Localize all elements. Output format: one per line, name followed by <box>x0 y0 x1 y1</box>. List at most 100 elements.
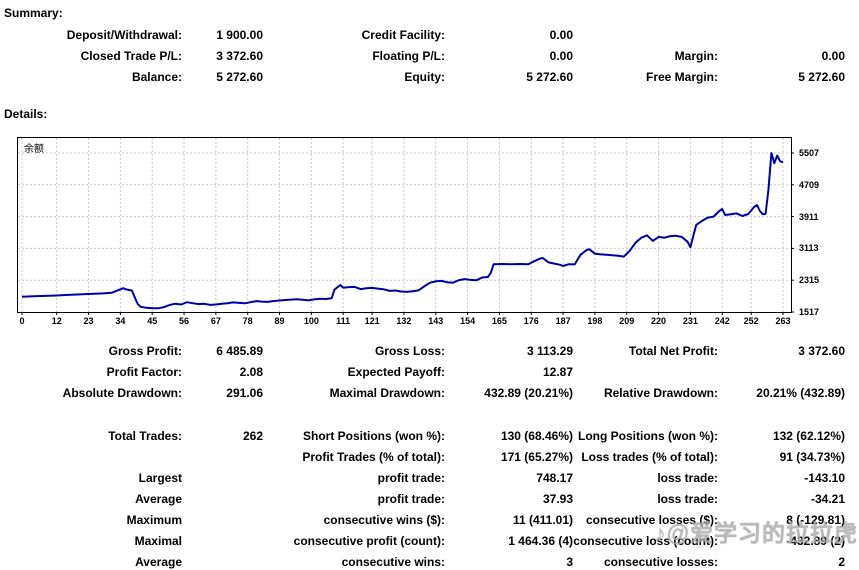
y-tick-label: 3113 <box>799 243 819 254</box>
stat-value: 748.17 <box>536 471 573 485</box>
stat-value: -34.21 <box>810 492 845 506</box>
stat-label: Average <box>135 555 182 569</box>
stat-value <box>182 489 263 510</box>
x-tick-label: 143 <box>428 316 444 326</box>
stat-value: 5 272.60 <box>216 70 263 84</box>
x-tick-label: 242 <box>714 316 730 326</box>
stat-value: 132 (62.12%) <box>772 429 845 443</box>
x-tick-label: 89 <box>274 316 285 326</box>
stat-label: Closed Trade P/L: <box>80 49 182 63</box>
stat-value: 5 272.60 <box>526 70 573 84</box>
stat-label: consecutive wins ($): <box>323 513 445 527</box>
y-tick-label: 3911 <box>799 211 819 222</box>
stat-label: Maximal <box>134 534 182 548</box>
x-tick-label: 121 <box>364 316 380 326</box>
stat-value: 2.08 <box>239 365 263 379</box>
stat-value: 432.89 (20.21%) <box>484 386 573 400</box>
chart-series-label: 余额 <box>24 144 44 155</box>
stat-label: Equity: <box>404 70 445 84</box>
stat-label: loss trade: <box>657 471 718 485</box>
stat-label: consecutive losses ($): <box>585 513 718 527</box>
stat-label: Maximum <box>126 513 182 527</box>
stat-label: consecutive profit (count): <box>293 534 445 548</box>
stat-value <box>182 552 263 570</box>
stat-value: 5 272.60 <box>798 70 845 84</box>
stat-value: 2 <box>838 555 845 569</box>
stat-value: 12.87 <box>542 365 573 379</box>
stat-label: consecutive wins: <box>341 555 445 569</box>
stat-label: Total Trades: <box>108 429 182 443</box>
stat-label: Loss trades (% of total): <box>581 450 718 464</box>
x-tick-label: 252 <box>743 316 759 326</box>
stat-label: Absolute Drawdown: <box>62 386 182 400</box>
balance-chart-svg <box>18 138 794 315</box>
stat-label: Total Net Profit: <box>628 344 718 358</box>
stat-label: consecutive loss (count): <box>573 534 718 548</box>
stat-label: loss trade: <box>657 492 718 506</box>
stat-label: Relative Drawdown: <box>603 386 718 400</box>
stat-value: 291.06 <box>226 386 263 400</box>
stat-value: -432.89 (2) <box>786 534 845 548</box>
stat-label: Deposit/Withdrawal: <box>66 28 182 42</box>
stat-value <box>182 447 263 468</box>
stat-value: 171 (65.27%) <box>500 450 573 464</box>
stat-label <box>573 362 718 383</box>
x-tick-label: 23 <box>83 316 94 326</box>
stat-label: consecutive losses: <box>603 555 718 569</box>
stat-label: Short Positions (won %): <box>303 429 445 443</box>
stat-label: Credit Facility: <box>361 28 445 42</box>
stat-label: Maximal Drawdown: <box>329 386 445 400</box>
stat-label: Largest <box>138 471 182 485</box>
x-tick-label: 220 <box>651 316 667 326</box>
x-tick-label: 45 <box>147 316 158 326</box>
stat-value: 3 372.60 <box>216 49 263 63</box>
x-tick-label: 78 <box>242 316 253 326</box>
details-stats-block-2: Total Trades: 262 Short Positions (won %):… <box>0 426 845 570</box>
y-tick-label: 1517 <box>799 307 820 317</box>
x-tick-label: 67 <box>210 316 221 326</box>
stat-label <box>573 25 718 46</box>
stat-label: Floating P/L: <box>372 49 445 63</box>
stat-value <box>718 25 845 46</box>
balance-chart-plot: 余额 <box>17 137 794 315</box>
stat-value: 11 (411.01) <box>512 513 573 527</box>
stat-value <box>182 468 263 489</box>
stat-value: 6 485.89 <box>216 344 263 358</box>
y-tick-label: 4709 <box>799 179 820 190</box>
x-tick-label: 56 <box>179 316 190 326</box>
stat-label: profit trade: <box>377 471 445 485</box>
stat-value: 0.00 <box>549 49 573 63</box>
x-tick-label: 176 <box>523 316 539 326</box>
x-tick-label: 100 <box>303 316 319 326</box>
stat-value: 0.00 <box>821 49 845 63</box>
stat-value: 3 <box>566 555 573 569</box>
details-section-title: Details: <box>4 107 48 121</box>
stat-label: Gross Loss: <box>374 344 445 358</box>
x-tick-label: 165 <box>491 316 507 326</box>
stat-label: Free Margin: <box>645 70 718 84</box>
x-tick-label: 154 <box>460 316 476 326</box>
x-tick-label: 209 <box>619 316 635 326</box>
y-tick-label: 2315 <box>799 275 820 286</box>
x-tick-label: 231 <box>682 316 698 326</box>
x-tick-label: 198 <box>587 316 603 326</box>
stat-label: Long Positions (won %): <box>578 429 718 443</box>
stat-value: 1 464.36 (4) <box>508 534 573 548</box>
stat-label: Average <box>135 492 182 506</box>
x-tick-label: 111 <box>336 316 351 326</box>
stat-value: 3 372.60 <box>798 344 845 358</box>
stat-label: Gross Profit: <box>108 344 182 358</box>
stat-value <box>182 510 263 531</box>
stat-label <box>0 447 182 468</box>
stat-value: 91 (34.73%) <box>779 450 845 464</box>
stat-value: 1 900.00 <box>216 28 263 42</box>
x-tick-label: 34 <box>115 316 126 326</box>
stat-value: 37.93 <box>542 492 573 506</box>
stat-value: 130 (68.46%) <box>500 429 573 443</box>
x-tick-label: 0 <box>19 316 25 326</box>
stat-label: Balance: <box>131 70 182 84</box>
stat-label: Expected Payoff: <box>347 365 445 379</box>
x-tick-label: 187 <box>555 316 571 326</box>
x-tick-label: 263 <box>775 316 791 326</box>
